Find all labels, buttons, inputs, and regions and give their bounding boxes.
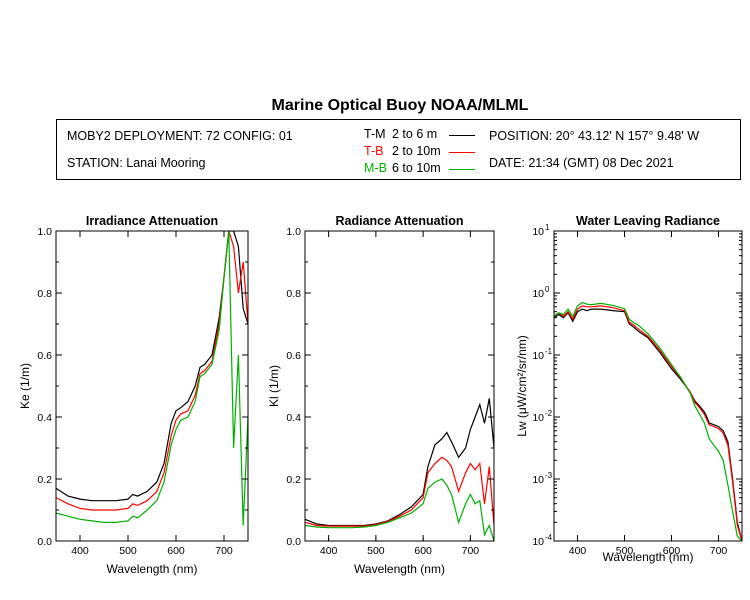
y-tick-label: 0.8 bbox=[286, 288, 301, 300]
series-line-t-b bbox=[56, 231, 248, 511]
plot-frame bbox=[553, 230, 743, 542]
page-title: Marine Optical Buoy NOAA/MLML bbox=[271, 97, 529, 114]
y-tick-exponent: -3 bbox=[545, 471, 553, 480]
legend-line-tb bbox=[449, 152, 475, 153]
x-tick-label: 500 bbox=[367, 545, 385, 557]
legend-code-tm: T-M bbox=[364, 127, 386, 141]
x-tick-label: 500 bbox=[616, 545, 634, 557]
y-tick-label: 0.6 bbox=[286, 350, 301, 362]
chart-title: Irradiance Attenuation bbox=[86, 214, 218, 228]
legend-range-tm: 2 to 6 m bbox=[392, 127, 438, 141]
x-tick-label: 700 bbox=[215, 545, 233, 557]
plot-frame bbox=[304, 230, 495, 542]
info-box: MOBY2 DEPLOYMENT: 72 CONFIG: 01 STATION:… bbox=[56, 119, 741, 180]
legend-range-tb: 2 to 10m bbox=[392, 144, 441, 158]
legend-line-mb bbox=[449, 169, 475, 170]
y-axis-label: Ke (1/m) bbox=[18, 363, 32, 409]
series-line-t-b bbox=[554, 305, 742, 541]
y-tick-label: 10 bbox=[532, 536, 544, 548]
date-label: DATE: 21:34 (GMT) 08 Dec 2021 bbox=[489, 156, 674, 170]
series-line-t-m bbox=[56, 231, 248, 502]
y-tick-exponent: -2 bbox=[545, 409, 553, 418]
chart-panel-2: Radiance Attenuation 400 500 600 700 0.0 0.2 0.… bbox=[267, 214, 495, 576]
y-tick-label: 10 bbox=[532, 350, 544, 362]
legend-line-tm bbox=[449, 135, 475, 136]
y-tick-label: 1.0 bbox=[37, 226, 52, 238]
x-tick-label: 600 bbox=[414, 545, 432, 557]
y-tick-label: 10 bbox=[532, 288, 544, 300]
deployment-label: MOBY2 DEPLOYMENT: 72 CONFIG: 01 bbox=[67, 129, 293, 143]
x-tick-label: 400 bbox=[569, 545, 587, 557]
y-tick-label: 10 bbox=[532, 412, 544, 424]
y-tick-label: 0.4 bbox=[37, 412, 52, 424]
series-line-t-m bbox=[305, 398, 494, 527]
chart-panel-1: Irradiance Attenuation 400 500 600 700 0.0 0.2… bbox=[18, 214, 249, 576]
y-tick-label: 0.0 bbox=[37, 536, 52, 548]
series-line-m-b bbox=[554, 301, 742, 541]
y-tick-exponent: 1 bbox=[545, 223, 550, 232]
plot-frame bbox=[55, 230, 249, 542]
legend-code-mb: M-B bbox=[364, 161, 387, 175]
x-axis-label: Wavelength (nm) bbox=[354, 562, 445, 576]
position-label: POSITION: 20° 43.12' N 157° 9.48' W bbox=[489, 129, 700, 143]
y-tick-label: 0.2 bbox=[37, 474, 52, 486]
y-tick-exponent: -1 bbox=[545, 347, 553, 356]
x-tick-label: 400 bbox=[71, 545, 89, 557]
x-axis-label: Wavelength (nm) bbox=[603, 550, 694, 564]
y-tick-label: 1.0 bbox=[286, 226, 301, 238]
y-tick-label: 10 bbox=[532, 226, 544, 238]
x-tick-label: 400 bbox=[320, 545, 338, 557]
station-label: STATION: Lanai Mooring bbox=[67, 156, 206, 170]
y-tick-exponent: 0 bbox=[545, 285, 550, 294]
x-tick-label: 500 bbox=[119, 545, 137, 557]
x-tick-label: 600 bbox=[663, 545, 681, 557]
y-tick-exponent: -4 bbox=[545, 533, 553, 542]
series-line-t-b bbox=[305, 456, 494, 527]
chart-title: Radiance Attenuation bbox=[335, 214, 463, 228]
x-tick-label: 700 bbox=[462, 545, 480, 557]
y-tick-label: 10 bbox=[532, 474, 544, 486]
x-axis-label: Wavelength (nm) bbox=[107, 562, 198, 576]
chart-title: Water Leaving Radiance bbox=[576, 214, 720, 228]
x-tick-label: 700 bbox=[710, 545, 728, 557]
y-tick-label: 0.6 bbox=[37, 350, 52, 362]
y-tick-label: 0.4 bbox=[286, 412, 301, 424]
y-tick-label: 0.2 bbox=[286, 474, 301, 486]
y-axis-label: Kl (1/m) bbox=[267, 365, 281, 407]
series-line-m-b bbox=[305, 478, 494, 541]
x-tick-label: 600 bbox=[167, 545, 185, 557]
series-line-t-m bbox=[554, 308, 742, 541]
y-tick-label: 0.0 bbox=[286, 536, 301, 548]
legend-code-tb: T-B bbox=[364, 144, 384, 158]
y-tick-label: 0.8 bbox=[37, 288, 52, 300]
legend-range-mb: 6 to 10m bbox=[392, 161, 441, 175]
series-line-m-b bbox=[56, 231, 248, 526]
y-axis-label: Lw (μW/cm²/sr/nm) bbox=[515, 335, 529, 437]
